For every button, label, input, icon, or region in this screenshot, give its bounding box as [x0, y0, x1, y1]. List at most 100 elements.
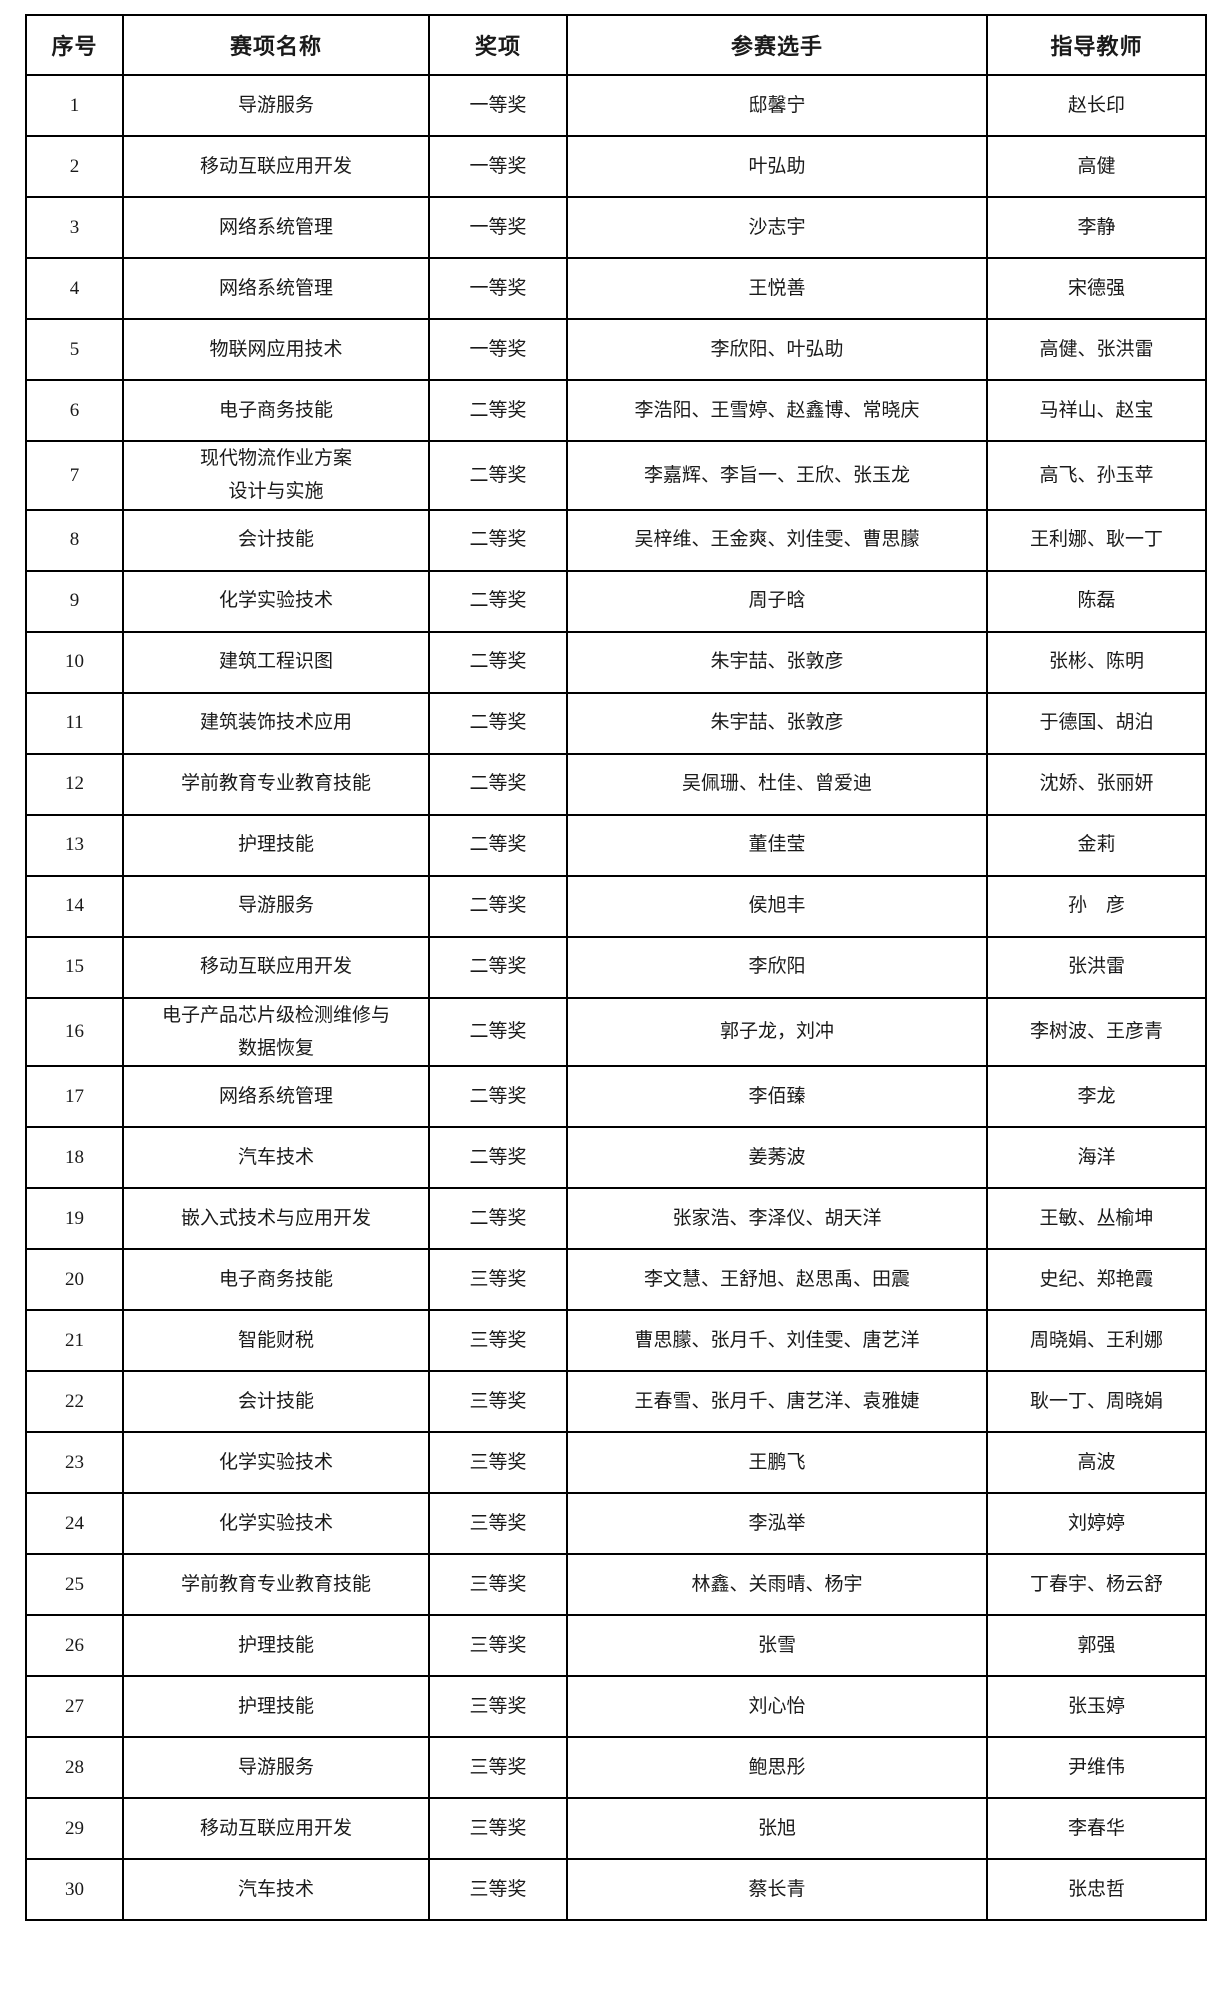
cell-participants: 李泓举: [566, 1492, 988, 1555]
cell-participants: 周子晗: [566, 569, 988, 633]
cell-event-name: 智能财税: [122, 1309, 430, 1372]
column-header-participants: 参赛选手: [566, 14, 988, 76]
table-header-row: 序号 赛项名称 奖项 参赛选手 指导教师: [25, 14, 1207, 76]
cell-teachers: 郭强: [986, 1614, 1207, 1677]
cell-participants: 吴佩珊、杜佳、曾爱迪: [566, 752, 988, 816]
cell-award: 二等奖: [428, 874, 568, 938]
table-row: 18 汽车技术 二等奖 姜莠波 海洋: [25, 1126, 1207, 1189]
cell-award: 三等奖: [428, 1248, 568, 1311]
cell-award: 二等奖: [428, 996, 568, 1067]
cell-event-name: 建筑工程识图: [122, 630, 430, 694]
cell-teachers: 金莉: [986, 813, 1207, 877]
cell-event-name: 化学实验技术: [122, 1492, 430, 1555]
table-row: 7 现代物流作业方案 设计与实施 二等奖 李嘉辉、李旨一、王欣、张玉龙 高飞、孙…: [25, 440, 1207, 511]
cell-teachers: 王敏、丛榆坤: [986, 1187, 1207, 1250]
column-header-index: 序号: [25, 14, 124, 76]
cell-participants: 朱宇喆、张敦彦: [566, 630, 988, 694]
table-row: 25 学前教育专业教育技能 三等奖 林鑫、关雨晴、杨宇 丁春宇、杨云舒: [25, 1553, 1207, 1616]
cell-row-number: 7: [25, 440, 124, 511]
cell-award: 二等奖: [428, 508, 568, 572]
cell-award: 三等奖: [428, 1614, 568, 1677]
cell-teachers: 于德国、胡泊: [986, 691, 1207, 755]
cell-row-number: 28: [25, 1736, 124, 1799]
cell-row-number: 27: [25, 1675, 124, 1738]
cell-participants: 王鹏飞: [566, 1431, 988, 1494]
cell-row-number: 10: [25, 630, 124, 694]
table-row: 14 导游服务 二等奖 侯旭丰 孙 彦: [25, 874, 1207, 938]
cell-row-number: 9: [25, 569, 124, 633]
cell-event-name: 移动互联应用开发: [122, 935, 430, 999]
cell-teachers: 高健、张洪雷: [986, 318, 1207, 381]
cell-participants: 王春雪、张月千、唐艺洋、袁雅婕: [566, 1370, 988, 1433]
cell-participants: 李浩阳、王雪婷、赵鑫博、常晓庆: [566, 379, 988, 442]
cell-participants: 曹思朦、张月千、刘佳雯、唐艺洋: [566, 1309, 988, 1372]
cell-event-name: 化学实验技术: [122, 569, 430, 633]
table-row: 1 导游服务 一等奖 邸馨宁 赵长印: [25, 74, 1207, 137]
cell-award: 二等奖: [428, 1187, 568, 1250]
table-row: 13 护理技能 二等奖 董佳莹 金莉: [25, 813, 1207, 877]
cell-row-number: 29: [25, 1797, 124, 1860]
table-row: 3 网络系统管理 一等奖 沙志宇 李静: [25, 196, 1207, 259]
cell-event-name: 电子商务技能: [122, 379, 430, 442]
table-row: 24 化学实验技术 三等奖 李泓举 刘婷婷: [25, 1492, 1207, 1555]
cell-teachers: 陈磊: [986, 569, 1207, 633]
cell-row-number: 6: [25, 379, 124, 442]
cell-participants: 李佰臻: [566, 1065, 988, 1128]
table-row: 2 移动互联应用开发 一等奖 叶弘助 高健: [25, 135, 1207, 198]
cell-award: 一等奖: [428, 135, 568, 198]
cell-participants: 邸馨宁: [566, 74, 988, 137]
cell-award: 二等奖: [428, 440, 568, 511]
cell-event-name: 导游服务: [122, 1736, 430, 1799]
cell-award: 一等奖: [428, 196, 568, 259]
cell-participants: 朱宇喆、张敦彦: [566, 691, 988, 755]
table-row: 30 汽车技术 三等奖 蔡长青 张忠哲: [25, 1858, 1207, 1921]
cell-row-number: 8: [25, 508, 124, 572]
cell-teachers: 张彬、陈明: [986, 630, 1207, 694]
cell-participants: 郭子龙，刘冲: [566, 996, 988, 1067]
cell-participants: 李文慧、王舒旭、赵思禹、田震: [566, 1248, 988, 1311]
cell-participants: 张旭: [566, 1797, 988, 1860]
cell-row-number: 19: [25, 1187, 124, 1250]
table-row: 8 会计技能 二等奖 吴梓维、王金爽、刘佳雯、曹思朦 王利娜、耿一丁: [25, 508, 1207, 572]
cell-award: 二等奖: [428, 569, 568, 633]
cell-row-number: 13: [25, 813, 124, 877]
cell-teachers: 王利娜、耿一丁: [986, 508, 1207, 572]
cell-event-name: 网络系统管理: [122, 1065, 430, 1128]
cell-award: 二等奖: [428, 1126, 568, 1189]
cell-participants: 林鑫、关雨晴、杨宇: [566, 1553, 988, 1616]
table-row: 12 学前教育专业教育技能 二等奖 吴佩珊、杜佳、曾爱迪 沈娇、张丽妍: [25, 752, 1207, 816]
cell-award: 二等奖: [428, 935, 568, 999]
table-row: 17 网络系统管理 二等奖 李佰臻 李龙: [25, 1065, 1207, 1128]
table-row: 22 会计技能 三等奖 王春雪、张月千、唐艺洋、袁雅婕 耿一丁、周晓娟: [25, 1370, 1207, 1433]
cell-teachers: 宋德强: [986, 257, 1207, 320]
cell-event-name: 电子商务技能: [122, 1248, 430, 1311]
cell-event-name: 移动互联应用开发: [122, 1797, 430, 1860]
column-header-event: 赛项名称: [122, 14, 430, 76]
cell-row-number: 15: [25, 935, 124, 999]
cell-award: 三等奖: [428, 1553, 568, 1616]
cell-participants: 李嘉辉、李旨一、王欣、张玉龙: [566, 440, 988, 511]
cell-teachers: 周晓娟、王利娜: [986, 1309, 1207, 1372]
cell-participants: 张家浩、李泽仪、胡天洋: [566, 1187, 988, 1250]
cell-row-number: 14: [25, 874, 124, 938]
cell-teachers: 高飞、孙玉苹: [986, 440, 1207, 511]
table-row: 21 智能财税 三等奖 曹思朦、张月千、刘佳雯、唐艺洋 周晓娟、王利娜: [25, 1309, 1207, 1372]
cell-teachers: 张忠哲: [986, 1858, 1207, 1921]
table-row: 15 移动互联应用开发 二等奖 李欣阳 张洪雷: [25, 935, 1207, 999]
cell-teachers: 沈娇、张丽妍: [986, 752, 1207, 816]
cell-event-name: 护理技能: [122, 1614, 430, 1677]
table-row: 10 建筑工程识图 二等奖 朱宇喆、张敦彦 张彬、陈明: [25, 630, 1207, 694]
cell-participants: 侯旭丰: [566, 874, 988, 938]
table-body: 1 导游服务 一等奖 邸馨宁 赵长印 2 移动互联应用开发 一等奖 叶弘助 高健…: [25, 74, 1207, 1921]
cell-event-name: 建筑装饰技术应用: [122, 691, 430, 755]
table-row: 6 电子商务技能 二等奖 李浩阳、王雪婷、赵鑫博、常晓庆 马祥山、赵宝: [25, 379, 1207, 442]
cell-participants: 刘心怡: [566, 1675, 988, 1738]
cell-teachers: 张洪雷: [986, 935, 1207, 999]
cell-row-number: 26: [25, 1614, 124, 1677]
cell-row-number: 1: [25, 74, 124, 137]
cell-row-number: 22: [25, 1370, 124, 1433]
cell-award: 三等奖: [428, 1492, 568, 1555]
cell-event-name: 护理技能: [122, 1675, 430, 1738]
cell-award: 二等奖: [428, 813, 568, 877]
